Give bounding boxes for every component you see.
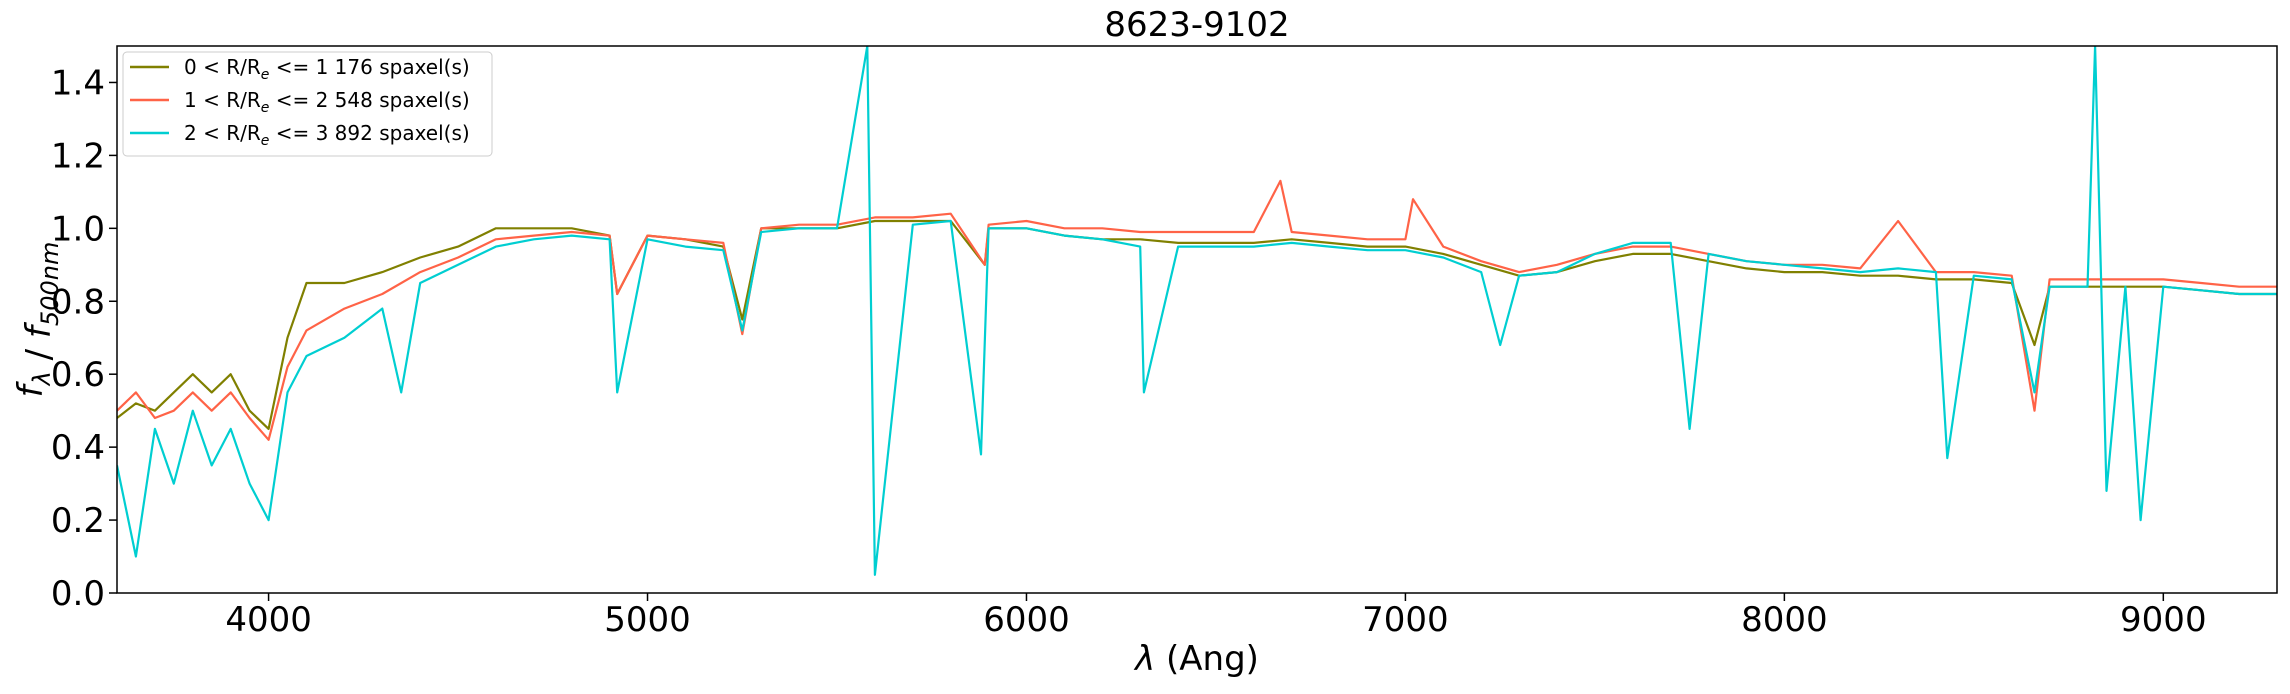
y-tick-label: 0.4: [51, 428, 105, 468]
y-tick-label: 0.0: [51, 574, 105, 614]
legend-box: [122, 51, 493, 157]
x-tick-label: 9000: [2120, 600, 2207, 640]
plot-area: [117, 46, 2277, 576]
x-tick-label: 6000: [983, 600, 1070, 640]
legend-label: 1 < R/Re <= 2 548 spaxel(s): [184, 88, 470, 116]
x-tick-label: 7000: [1362, 600, 1449, 640]
x-tick-label: 8000: [1741, 600, 1828, 640]
y-tick-label: 1.0: [51, 209, 105, 249]
y-tick-label: 0.8: [51, 282, 105, 322]
x-tick-label: 4000: [225, 600, 312, 640]
legend-label: 2 < R/Re <= 3 892 spaxel(s): [184, 121, 470, 149]
legend: 0 < R/Re <= 1 176 spaxel(s) 1 < R/Re <= 2…: [122, 51, 493, 157]
x-axis: 4000 5000 6000 7000 8000 9000: [225, 593, 2207, 640]
series-line-3: [117, 46, 2277, 576]
legend-label: 0 < R/Re <= 1 176 spaxel(s): [184, 55, 470, 83]
x-tick-label: 5000: [604, 600, 691, 640]
x-axis-label: λ (Ang): [1133, 639, 1259, 679]
y-tick-label: 0.2: [51, 501, 105, 541]
y-tick-label: 1.2: [51, 136, 105, 176]
series-line-2: [117, 179, 2277, 441]
chart-title: 8623-9102: [1104, 5, 1289, 45]
y-tick-label: 0.6: [51, 355, 105, 395]
plot-frame: [116, 45, 2278, 594]
y-tick-label: 1.4: [51, 63, 105, 103]
y-axis: 0.0 0.2 0.4 0.6 0.8 1.0 1.2 1.4: [51, 63, 117, 614]
